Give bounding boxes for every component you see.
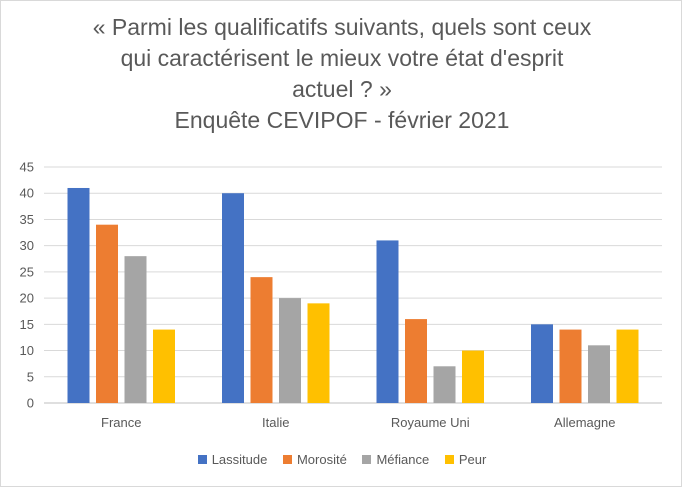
legend-swatch-morosite bbox=[282, 455, 292, 464]
bar-lassitude-royaume-uni bbox=[376, 240, 399, 403]
chart-title-line-1: « Parmi les qualificatifs suivants, quel… bbox=[92, 14, 592, 40]
y-tick-label-25: 25 bbox=[20, 264, 34, 279]
chart-title: « Parmi les qualificatifs suivants, quel… bbox=[40, 12, 644, 136]
bar-morosité-france bbox=[96, 224, 118, 403]
y-tick-label-20: 20 bbox=[20, 291, 34, 306]
legend-item-peur: Peur bbox=[444, 452, 487, 467]
x-tick-label-allemagne: Allemagne bbox=[554, 415, 615, 430]
chart-title-line-2: qui caractérisent le mieux votre état d'… bbox=[120, 45, 564, 71]
y-tick-label-5: 5 bbox=[27, 369, 34, 384]
y-tick-label-30: 30 bbox=[20, 238, 34, 253]
bar-lassitude-france bbox=[67, 187, 90, 403]
bar-peur-france bbox=[153, 329, 175, 403]
bar-morosité-royaume-uni bbox=[405, 319, 427, 403]
legend-swatch-peur bbox=[444, 455, 454, 464]
chart-legend: Lassitude Morosité Méfiance Peur bbox=[0, 452, 684, 467]
chart-title-line-3: actuel ? » bbox=[292, 76, 392, 102]
bar-méfiance-royaume-uni bbox=[433, 366, 456, 403]
legend-item-lassitude: Lassitude bbox=[197, 452, 268, 467]
legend-label-lassitude: Lassitude bbox=[211, 452, 268, 467]
chart-subtitle: Enquête CEVIPOF - février 2021 bbox=[174, 107, 510, 133]
bar-lassitude-italie bbox=[222, 193, 244, 403]
bar-peur-royaume-uni bbox=[462, 350, 484, 403]
bar-lassitude-allemagne bbox=[531, 324, 553, 403]
y-tick-label-40: 40 bbox=[20, 186, 34, 201]
bar-morosité-allemagne bbox=[559, 329, 582, 403]
bar-méfiance-france bbox=[124, 256, 147, 403]
legend-swatch-lassitude bbox=[197, 455, 207, 464]
bar-peur-allemagne bbox=[616, 329, 639, 403]
legend-item-morosite: Morosité bbox=[282, 452, 347, 467]
legend-label-mefiance: Méfiance bbox=[376, 452, 430, 467]
bar-peur-italie bbox=[307, 303, 330, 403]
bar-morosité-italie bbox=[250, 277, 273, 403]
x-tick-label-france: France bbox=[101, 415, 141, 430]
y-tick-label-35: 35 bbox=[20, 212, 34, 227]
y-tick-label-45: 45 bbox=[20, 160, 34, 175]
legend-swatch-mefiance bbox=[362, 455, 372, 464]
y-tick-label-10: 10 bbox=[20, 343, 34, 358]
y-tick-label-0: 0 bbox=[27, 396, 34, 411]
legend-label-peur: Peur bbox=[458, 452, 487, 467]
bar-méfiance-italie bbox=[279, 298, 301, 403]
legend-item-mefiance: Méfiance bbox=[362, 452, 429, 467]
y-tick-label-15: 15 bbox=[20, 317, 34, 332]
legend-label-morosite: Morosité bbox=[296, 452, 347, 467]
x-tick-label-royaume-uni: Royaume Uni bbox=[391, 415, 470, 430]
bar-méfiance-allemagne bbox=[588, 345, 610, 403]
x-tick-label-italie: Italie bbox=[262, 415, 289, 430]
